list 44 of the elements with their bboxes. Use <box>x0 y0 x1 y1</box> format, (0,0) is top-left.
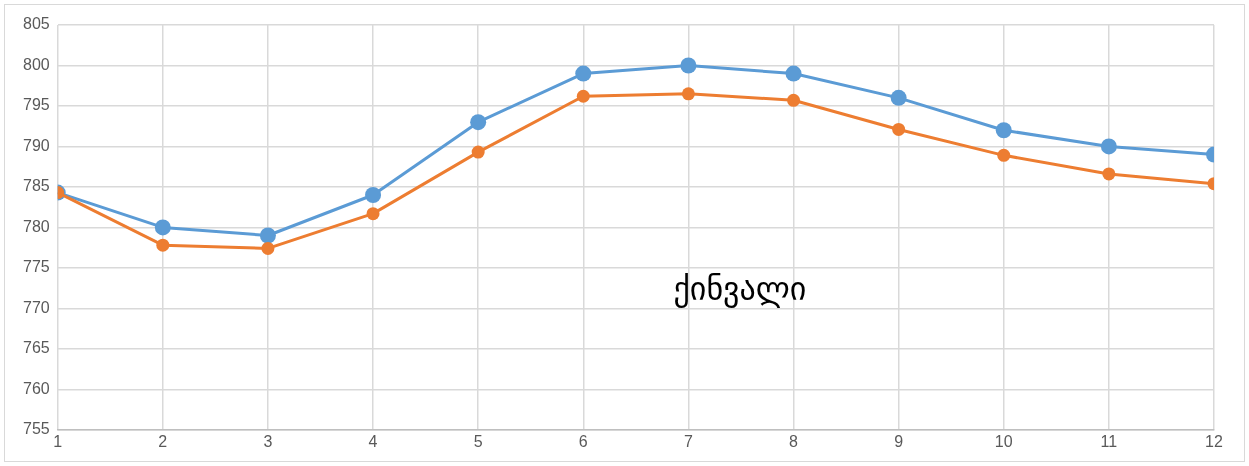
y-tick-label: 775 <box>22 258 50 276</box>
point <box>259 227 276 244</box>
point <box>995 122 1012 139</box>
point <box>1100 138 1117 155</box>
y-tick-label: 795 <box>22 96 50 114</box>
x-tick-label: 9 <box>894 432 904 450</box>
point <box>575 65 592 82</box>
point <box>890 89 907 106</box>
x-tick-label: 11 <box>1100 432 1118 450</box>
point <box>997 148 1011 162</box>
y-tick-label: 765 <box>22 339 50 357</box>
point <box>785 65 802 82</box>
x-tick-label: 6 <box>578 432 588 450</box>
x-tick-label: 7 <box>683 432 693 450</box>
y-tick-label: 780 <box>22 217 50 235</box>
y-tick-label: 790 <box>22 136 50 154</box>
x-tick-label: 2 <box>158 432 168 450</box>
x-tick-label: 8 <box>789 432 799 450</box>
point <box>156 238 170 252</box>
x-tick-label: 5 <box>473 432 483 450</box>
point <box>365 187 382 204</box>
point <box>470 114 487 131</box>
x-tick-label: 4 <box>368 432 378 450</box>
point <box>787 93 801 107</box>
annotation: ქინვალი <box>673 270 807 309</box>
y-tick-label: 760 <box>22 379 50 397</box>
point <box>1102 167 1116 181</box>
point <box>471 145 485 159</box>
y-tick-label: 770 <box>22 298 50 316</box>
point <box>366 207 380 221</box>
point <box>681 87 695 101</box>
y-tick-label: 805 <box>22 15 50 33</box>
point <box>154 219 171 236</box>
x-tick-label: 10 <box>994 432 1013 450</box>
x-tick-label: 1 <box>53 432 63 450</box>
point <box>892 122 906 136</box>
y-tick-label: 800 <box>22 55 50 73</box>
point <box>576 89 590 103</box>
x-tick-label: 12 <box>1205 432 1223 450</box>
point <box>261 241 275 255</box>
point <box>680 57 697 74</box>
y-tick-label: 785 <box>22 177 50 195</box>
y-tick-label: 755 <box>22 420 50 438</box>
x-tick-label: 3 <box>263 432 273 450</box>
